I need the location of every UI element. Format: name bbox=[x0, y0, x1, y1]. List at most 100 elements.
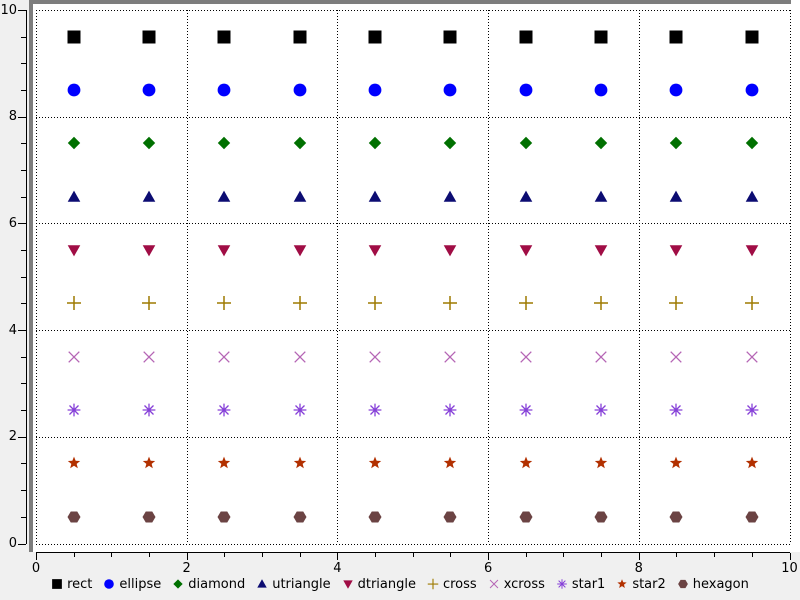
marker-dtriangle-3 bbox=[292, 242, 308, 258]
x-tick-major-0 bbox=[36, 553, 37, 560]
x-tick-minor-5 bbox=[412, 553, 414, 557]
legend-label: diamond bbox=[188, 576, 246, 592]
x-tick-major-2 bbox=[186, 553, 188, 560]
plot-frame-top bbox=[29, 0, 791, 4]
y-tick-minor-3 bbox=[21, 383, 26, 385]
x-tick-minor-9 bbox=[714, 553, 716, 557]
legend-item-hexagon: hexagon bbox=[677, 577, 749, 592]
marker-xcross-1 bbox=[141, 349, 157, 365]
marker-star2-2 bbox=[216, 455, 232, 471]
y-tick-minor-0.5 bbox=[21, 516, 26, 518]
marker-cross-0 bbox=[66, 295, 82, 311]
legend: rect ellipse diamond utriangle dtriangle cros… bbox=[0, 575, 800, 593]
marker-diamond-7 bbox=[593, 135, 609, 151]
y-tick-label: 6 bbox=[8, 215, 17, 231]
y-tick-minor-8.5 bbox=[21, 90, 26, 92]
marker-rect-9 bbox=[744, 29, 760, 45]
y-tick-label: 4 bbox=[8, 322, 17, 338]
marker-dtriangle-5 bbox=[442, 242, 458, 258]
y-tick-minor-1.5 bbox=[21, 463, 26, 465]
marker-diamond-9 bbox=[744, 135, 760, 151]
x-tick-minor-0.5 bbox=[73, 553, 75, 557]
marker-dtriangle-6 bbox=[518, 242, 534, 258]
y-tick-minor-7 bbox=[21, 170, 26, 172]
x-tick-minor-3 bbox=[262, 553, 264, 557]
x-tick-minor-7 bbox=[563, 553, 565, 557]
marker-utriangle-3 bbox=[292, 189, 308, 205]
marker-dtriangle-2 bbox=[216, 242, 232, 258]
hexagon-marker-icon bbox=[677, 578, 689, 590]
marker-rect-8 bbox=[668, 29, 684, 45]
y-tick-label: 2 bbox=[8, 429, 17, 445]
legend-label: star1 bbox=[571, 576, 606, 592]
marker-hexagon-9 bbox=[744, 509, 760, 525]
x-tick-minor-7.5 bbox=[601, 553, 603, 557]
marker-ellipse-6 bbox=[518, 82, 534, 98]
marker-utriangle-6 bbox=[518, 189, 534, 205]
legend-item-star1: star1 bbox=[556, 577, 605, 592]
marker-xcross-4 bbox=[367, 349, 383, 365]
marker-cross-2 bbox=[216, 295, 232, 311]
marker-star2-0 bbox=[66, 455, 82, 471]
marker-star1-2 bbox=[216, 402, 232, 418]
marker-diamond-2 bbox=[216, 135, 232, 151]
marker-cross-3 bbox=[292, 295, 308, 311]
marker-diamond-6 bbox=[518, 135, 534, 151]
marker-diamond-8 bbox=[668, 135, 684, 151]
marker-star1-6 bbox=[518, 402, 534, 418]
marker-hexagon-0 bbox=[66, 509, 82, 525]
marker-xcross-9 bbox=[744, 349, 760, 365]
y-tick-major-2 bbox=[18, 436, 26, 438]
x-axis-line bbox=[36, 552, 790, 553]
marker-cross-7 bbox=[593, 295, 609, 311]
marker-ellipse-9 bbox=[744, 82, 760, 98]
marker-ellipse-0 bbox=[66, 82, 82, 98]
marker-star2-1 bbox=[141, 455, 157, 471]
y-tick-minor-3.5 bbox=[21, 356, 26, 358]
marker-xcross-6 bbox=[518, 349, 534, 365]
x-tick-minor-3.5 bbox=[299, 553, 301, 557]
marker-hexagon-8 bbox=[668, 509, 684, 525]
x-tick-label: 10 bbox=[781, 561, 798, 576]
y-tick-major-6 bbox=[18, 223, 26, 225]
x-tick-major-8 bbox=[638, 553, 640, 560]
marker-cross-6 bbox=[518, 295, 534, 311]
marker-cross-1 bbox=[141, 295, 157, 311]
marker-cross-9 bbox=[744, 295, 760, 311]
marker-diamond-5 bbox=[442, 135, 458, 151]
marker-xcross-2 bbox=[216, 349, 232, 365]
legend-item-ellipse: ellipse bbox=[103, 577, 161, 592]
marker-star1-5 bbox=[442, 402, 458, 418]
marker-hexagon-6 bbox=[518, 509, 534, 525]
marker-diamond-4 bbox=[367, 135, 383, 151]
marker-ellipse-8 bbox=[668, 82, 684, 98]
legend-item-utriangle: utriangle bbox=[256, 576, 331, 592]
x-tick-label: 4 bbox=[333, 561, 342, 576]
marker-dtriangle-9 bbox=[744, 242, 760, 258]
marker-dtriangle-7 bbox=[593, 242, 609, 258]
marker-hexagon-3 bbox=[292, 509, 308, 525]
y-tick-label: 8 bbox=[8, 109, 17, 125]
y-tick-minor-4.5 bbox=[21, 303, 26, 305]
marker-hexagon-1 bbox=[141, 509, 157, 525]
marker-star2-9 bbox=[744, 455, 760, 471]
marker-xcross-0 bbox=[66, 349, 82, 365]
gridline-y-4 bbox=[36, 330, 790, 332]
y-tick-minor-9 bbox=[21, 63, 26, 65]
marker-utriangle-2 bbox=[216, 189, 232, 205]
legend-label: star2 bbox=[632, 576, 666, 592]
utriangle-marker-icon bbox=[256, 578, 268, 590]
gridline-x-4 bbox=[337, 10, 339, 544]
marker-star1-9 bbox=[744, 402, 760, 418]
gridline-y-2 bbox=[36, 436, 790, 438]
legend-label: utriangle bbox=[272, 576, 331, 592]
x-tick-label: 0 bbox=[31, 561, 41, 576]
y-tick-minor-5 bbox=[21, 276, 26, 278]
legend-label: rect bbox=[67, 576, 93, 592]
y-tick-minor-9.5 bbox=[21, 36, 26, 38]
y-tick-major-8 bbox=[18, 116, 26, 118]
legend-item-star2: star2 bbox=[616, 576, 666, 592]
x-tick-major-4 bbox=[337, 553, 339, 560]
dtriangle-marker-icon bbox=[342, 578, 354, 590]
